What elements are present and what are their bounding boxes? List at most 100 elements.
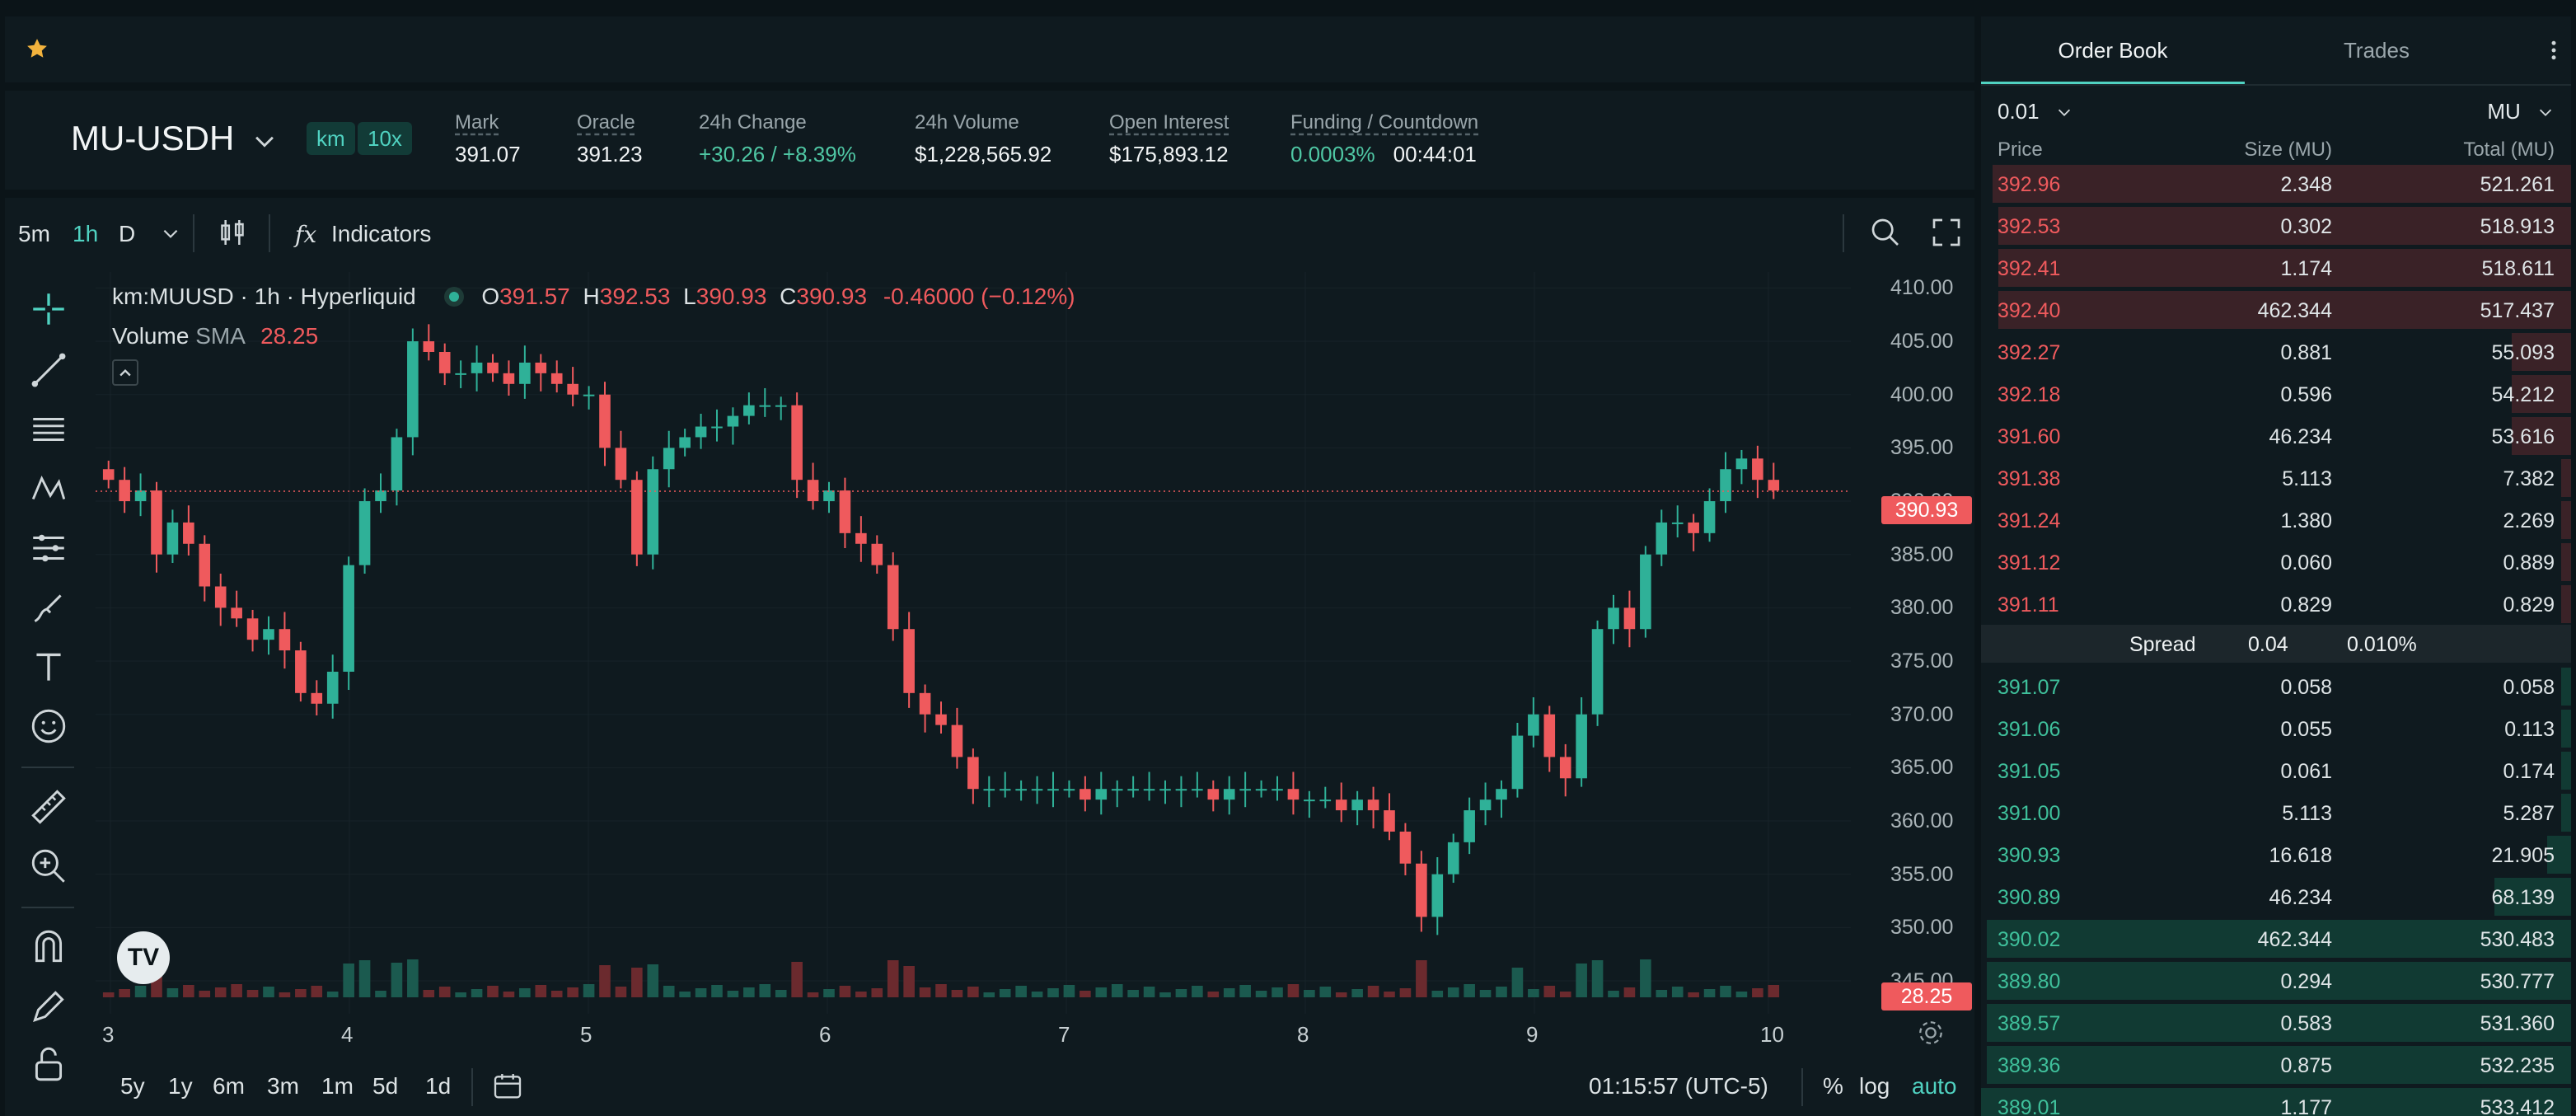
bid-row[interactable]: 391.06 0.055 0.113 xyxy=(1981,710,2571,749)
candles-icon[interactable] xyxy=(216,216,249,249)
bid-row[interactable]: 390.89 46.234 68.139 xyxy=(1981,878,2571,917)
bid-row[interactable]: 391.05 0.061 0.174 xyxy=(1981,752,2571,791)
ask-total: 518.611 xyxy=(2481,257,2555,280)
volume-bar xyxy=(711,985,723,997)
magnet-icon[interactable] xyxy=(28,926,69,968)
bid-row[interactable]: 389.01 1.177 533.412 xyxy=(1981,1088,2571,1116)
bid-row[interactable]: 391.00 5.113 5.287 xyxy=(1981,794,2571,833)
volume-bar xyxy=(503,992,515,997)
candle xyxy=(1223,776,1235,815)
bid-row[interactable]: 389.36 0.875 532.235 xyxy=(1981,1046,2571,1086)
candle xyxy=(599,382,611,467)
ask-row[interactable]: 391.24 1.380 2.269 xyxy=(1981,501,2571,541)
funding-rate: 0.0003% xyxy=(1290,142,1375,166)
chevron-down-icon xyxy=(2539,109,2552,116)
volume-bar xyxy=(1287,984,1300,997)
bid-total: 0.113 xyxy=(2504,718,2555,741)
ask-row[interactable]: 391.38 5.113 7.382 xyxy=(1981,459,2571,499)
candle xyxy=(1703,488,1716,542)
tab-trades[interactable]: Trades xyxy=(2344,38,2410,63)
bid-row[interactable]: 390.02 462.344 530.483 xyxy=(1981,920,2571,959)
fib-lines-icon[interactable] xyxy=(28,409,69,450)
zoom-in-icon[interactable] xyxy=(28,846,69,887)
bid-row[interactable]: 389.80 0.294 530.777 xyxy=(1981,962,2571,1001)
depth-bar xyxy=(2512,333,2571,371)
range-6m[interactable]: 6m xyxy=(213,1073,245,1099)
volume-bar xyxy=(935,984,947,997)
ask-total: 517.437 xyxy=(2480,299,2555,322)
tab-order-book[interactable]: Order Book xyxy=(1981,16,2245,84)
fx-icon[interactable]: fx xyxy=(295,221,317,248)
interval-5m[interactable]: 5m xyxy=(18,221,50,246)
unit-select[interactable]: MU xyxy=(2487,99,2555,124)
interval-1h[interactable]: 1h xyxy=(73,221,99,246)
ask-row[interactable]: 392.27 0.881 55.093 xyxy=(1981,333,2571,373)
tick-size-select[interactable]: 0.01 xyxy=(1998,99,2073,124)
bid-row[interactable]: 391.07 0.058 0.058 xyxy=(1981,668,2571,707)
ask-row[interactable]: 391.12 0.060 0.889 xyxy=(1981,543,2571,583)
volume-bar xyxy=(1031,992,1043,997)
ask-row[interactable]: 392.18 0.596 54.212 xyxy=(1981,375,2571,415)
clock-readout[interactable]: 01:15:57 (UTC-5) xyxy=(1589,1073,1768,1099)
ask-price: 392.18 xyxy=(1998,383,2061,406)
star-icon[interactable] xyxy=(25,36,49,61)
y-tick-label: 370.00 xyxy=(1890,702,1954,726)
ask-price: 392.27 xyxy=(1998,341,2061,364)
indicators-button[interactable]: Indicators xyxy=(331,221,432,246)
text-icon[interactable] xyxy=(28,646,69,687)
projection-icon[interactable] xyxy=(28,528,69,569)
volume-bar xyxy=(487,986,499,997)
volume-bar xyxy=(1143,987,1155,997)
fullscreen-icon[interactable] xyxy=(1930,216,1963,249)
candle xyxy=(1111,780,1123,808)
range-1m[interactable]: 1m xyxy=(321,1073,354,1099)
log-toggle[interactable]: log xyxy=(1859,1073,1890,1099)
chevron-down-icon[interactable] xyxy=(160,223,181,244)
crosshair-icon[interactable] xyxy=(28,288,69,330)
emoji-icon[interactable] xyxy=(28,706,69,747)
pencil-lock-icon[interactable] xyxy=(28,986,69,1027)
bid-row[interactable]: 389.57 0.583 531.360 xyxy=(1981,1004,2571,1043)
volume-bar xyxy=(839,986,851,997)
bid-size: 0.294 xyxy=(2280,970,2332,993)
range-1d[interactable]: 1d xyxy=(425,1073,452,1099)
bid-row[interactable]: 390.93 16.618 21.905 xyxy=(1981,836,2571,875)
price-chart[interactable] xyxy=(96,272,1851,1014)
ask-row[interactable]: 392.53 0.302 518.913 xyxy=(1981,207,2571,246)
ask-row[interactable]: 392.40 462.344 517.437 xyxy=(1981,291,2571,331)
leverage-badge[interactable]: 10x xyxy=(358,122,412,155)
volume-bar xyxy=(1192,986,1203,997)
y-tick-label: 405.00 xyxy=(1890,330,1954,354)
volume-legend: Volume SMA 28.25 xyxy=(112,323,319,349)
ask-price: 391.11 xyxy=(1998,593,2059,617)
volume-bar xyxy=(1047,988,1059,997)
bid-size: 0.875 xyxy=(2280,1054,2332,1077)
more-vertical-icon[interactable] xyxy=(2541,38,2566,63)
candle xyxy=(1047,771,1059,808)
brush-icon[interactable] xyxy=(28,587,69,628)
ask-row[interactable]: 392.96 2.348 521.261 xyxy=(1981,165,2571,204)
range-5y[interactable]: 5y xyxy=(120,1073,145,1099)
range-5d[interactable]: 5d xyxy=(372,1073,399,1099)
ruler-icon[interactable] xyxy=(28,786,69,828)
auto-toggle[interactable]: auto xyxy=(1912,1073,1957,1099)
pattern-icon[interactable] xyxy=(28,468,69,509)
ask-row[interactable]: 392.41 1.174 518.611 xyxy=(1981,249,2571,288)
calendar-icon[interactable] xyxy=(491,1070,524,1103)
interval-d[interactable]: D xyxy=(119,221,136,246)
range-3m[interactable]: 3m xyxy=(267,1073,299,1099)
chevron-down-icon[interactable] xyxy=(251,127,279,155)
zoom-search-icon[interactable] xyxy=(1869,216,1902,249)
ask-row[interactable]: 391.11 0.829 0.829 xyxy=(1981,585,2571,625)
axis-settings-icon[interactable] xyxy=(1917,1019,1945,1047)
volume-bar xyxy=(1752,988,1763,997)
bid-price: 391.05 xyxy=(1998,760,2061,783)
trend-line-icon[interactable] xyxy=(28,349,69,391)
percent-toggle[interactable]: % xyxy=(1823,1073,1843,1099)
market-symbol[interactable]: MU-USDH xyxy=(71,119,235,157)
collapse-legend-button[interactable] xyxy=(112,359,138,386)
ask-row[interactable]: 391.60 46.234 53.616 xyxy=(1981,417,2571,457)
candle xyxy=(823,481,835,513)
range-1y[interactable]: 1y xyxy=(168,1073,193,1099)
lock-icon[interactable] xyxy=(28,1043,69,1085)
